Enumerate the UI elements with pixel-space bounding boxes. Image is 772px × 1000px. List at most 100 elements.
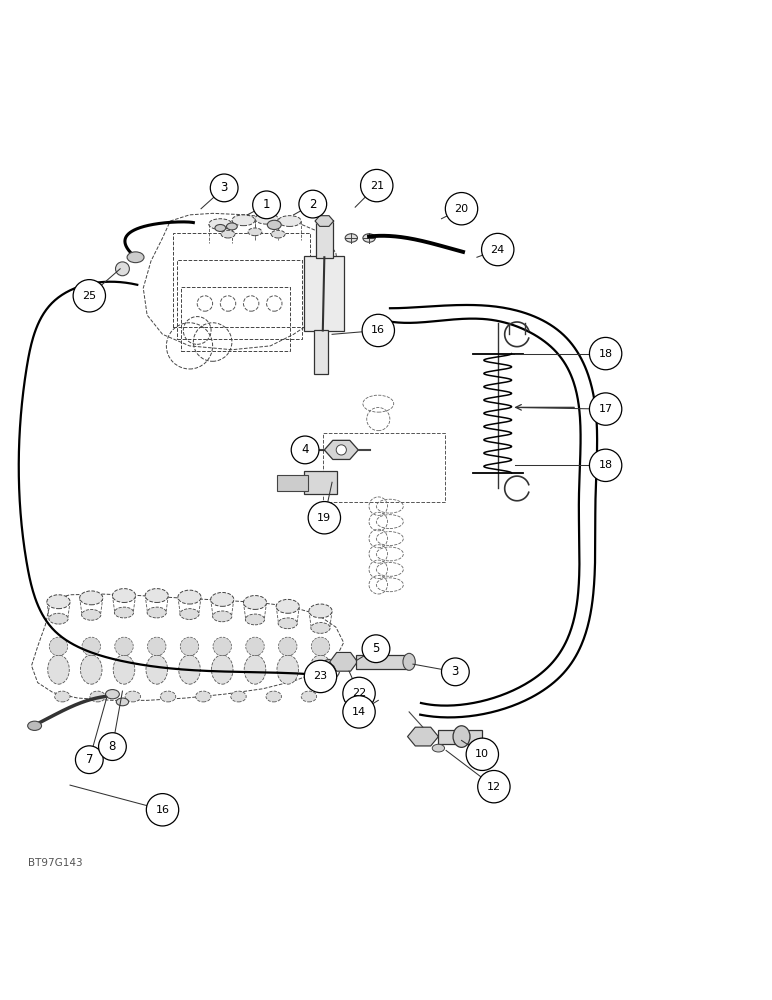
Ellipse shape — [432, 744, 445, 752]
Circle shape — [442, 658, 469, 686]
Ellipse shape — [212, 611, 232, 622]
Circle shape — [99, 733, 127, 760]
Text: 17: 17 — [598, 404, 613, 414]
Ellipse shape — [311, 637, 330, 656]
Text: 3: 3 — [221, 181, 228, 194]
Ellipse shape — [301, 691, 317, 702]
Text: 1: 1 — [262, 198, 270, 211]
Polygon shape — [324, 440, 358, 459]
Circle shape — [73, 280, 106, 312]
Text: 8: 8 — [109, 740, 116, 753]
Ellipse shape — [147, 607, 167, 618]
Ellipse shape — [310, 655, 331, 684]
Text: 19: 19 — [317, 513, 331, 523]
Ellipse shape — [82, 637, 100, 656]
Ellipse shape — [113, 589, 136, 602]
Ellipse shape — [178, 655, 200, 684]
Text: 7: 7 — [86, 753, 93, 766]
FancyBboxPatch shape — [438, 730, 482, 744]
Text: 25: 25 — [83, 291, 96, 301]
Circle shape — [210, 174, 238, 202]
Circle shape — [324, 664, 335, 675]
Ellipse shape — [212, 655, 233, 684]
Ellipse shape — [267, 220, 281, 230]
Circle shape — [590, 449, 621, 482]
Circle shape — [343, 696, 375, 728]
Circle shape — [482, 233, 514, 266]
Ellipse shape — [403, 653, 415, 670]
Circle shape — [362, 314, 394, 347]
Ellipse shape — [278, 618, 297, 629]
Circle shape — [343, 677, 375, 710]
Ellipse shape — [80, 591, 103, 605]
Ellipse shape — [208, 219, 232, 230]
Ellipse shape — [311, 623, 330, 633]
Circle shape — [116, 262, 130, 276]
Ellipse shape — [146, 655, 168, 684]
Circle shape — [337, 445, 347, 455]
Ellipse shape — [245, 614, 265, 625]
Ellipse shape — [232, 215, 255, 226]
Polygon shape — [330, 652, 357, 671]
Ellipse shape — [180, 609, 199, 619]
Text: 20: 20 — [455, 204, 469, 214]
Circle shape — [361, 169, 393, 202]
Ellipse shape — [178, 590, 201, 604]
Circle shape — [304, 660, 337, 693]
Circle shape — [76, 746, 103, 774]
Circle shape — [478, 770, 510, 803]
Ellipse shape — [245, 637, 264, 656]
Ellipse shape — [47, 595, 70, 609]
FancyBboxPatch shape — [277, 475, 308, 491]
Ellipse shape — [453, 726, 470, 747]
Ellipse shape — [161, 691, 176, 702]
Ellipse shape — [363, 234, 375, 242]
Text: 3: 3 — [452, 665, 459, 678]
Circle shape — [299, 190, 327, 218]
Polygon shape — [315, 216, 334, 226]
Ellipse shape — [127, 252, 144, 263]
Text: 18: 18 — [598, 349, 613, 359]
Ellipse shape — [113, 655, 135, 684]
Circle shape — [445, 193, 478, 225]
Ellipse shape — [271, 230, 285, 238]
Text: BT97G143: BT97G143 — [28, 858, 83, 868]
Ellipse shape — [114, 607, 134, 618]
Text: 23: 23 — [313, 671, 327, 681]
Ellipse shape — [195, 691, 211, 702]
Ellipse shape — [277, 655, 299, 684]
Ellipse shape — [309, 604, 332, 618]
Ellipse shape — [180, 637, 198, 656]
Polygon shape — [408, 727, 438, 746]
Ellipse shape — [248, 228, 262, 236]
Ellipse shape — [115, 637, 134, 656]
Circle shape — [362, 635, 390, 663]
Ellipse shape — [55, 691, 70, 702]
Text: 24: 24 — [491, 245, 505, 255]
Ellipse shape — [80, 655, 102, 684]
Ellipse shape — [90, 691, 105, 702]
Circle shape — [308, 502, 340, 534]
Ellipse shape — [28, 721, 42, 730]
Text: 22: 22 — [352, 688, 366, 698]
Ellipse shape — [243, 596, 266, 609]
Text: 16: 16 — [371, 325, 385, 335]
Circle shape — [590, 337, 621, 370]
Circle shape — [466, 738, 499, 770]
Text: 21: 21 — [370, 181, 384, 191]
Text: 14: 14 — [352, 707, 366, 717]
Circle shape — [291, 436, 319, 464]
Ellipse shape — [278, 216, 301, 226]
Ellipse shape — [117, 698, 129, 706]
Ellipse shape — [215, 225, 225, 231]
FancyBboxPatch shape — [356, 655, 408, 669]
Ellipse shape — [244, 655, 266, 684]
Text: 12: 12 — [487, 782, 501, 792]
Ellipse shape — [231, 691, 246, 702]
Ellipse shape — [48, 655, 69, 684]
Ellipse shape — [125, 691, 141, 702]
Ellipse shape — [211, 592, 234, 606]
Circle shape — [147, 794, 178, 826]
Ellipse shape — [49, 613, 68, 624]
FancyBboxPatch shape — [303, 471, 337, 494]
